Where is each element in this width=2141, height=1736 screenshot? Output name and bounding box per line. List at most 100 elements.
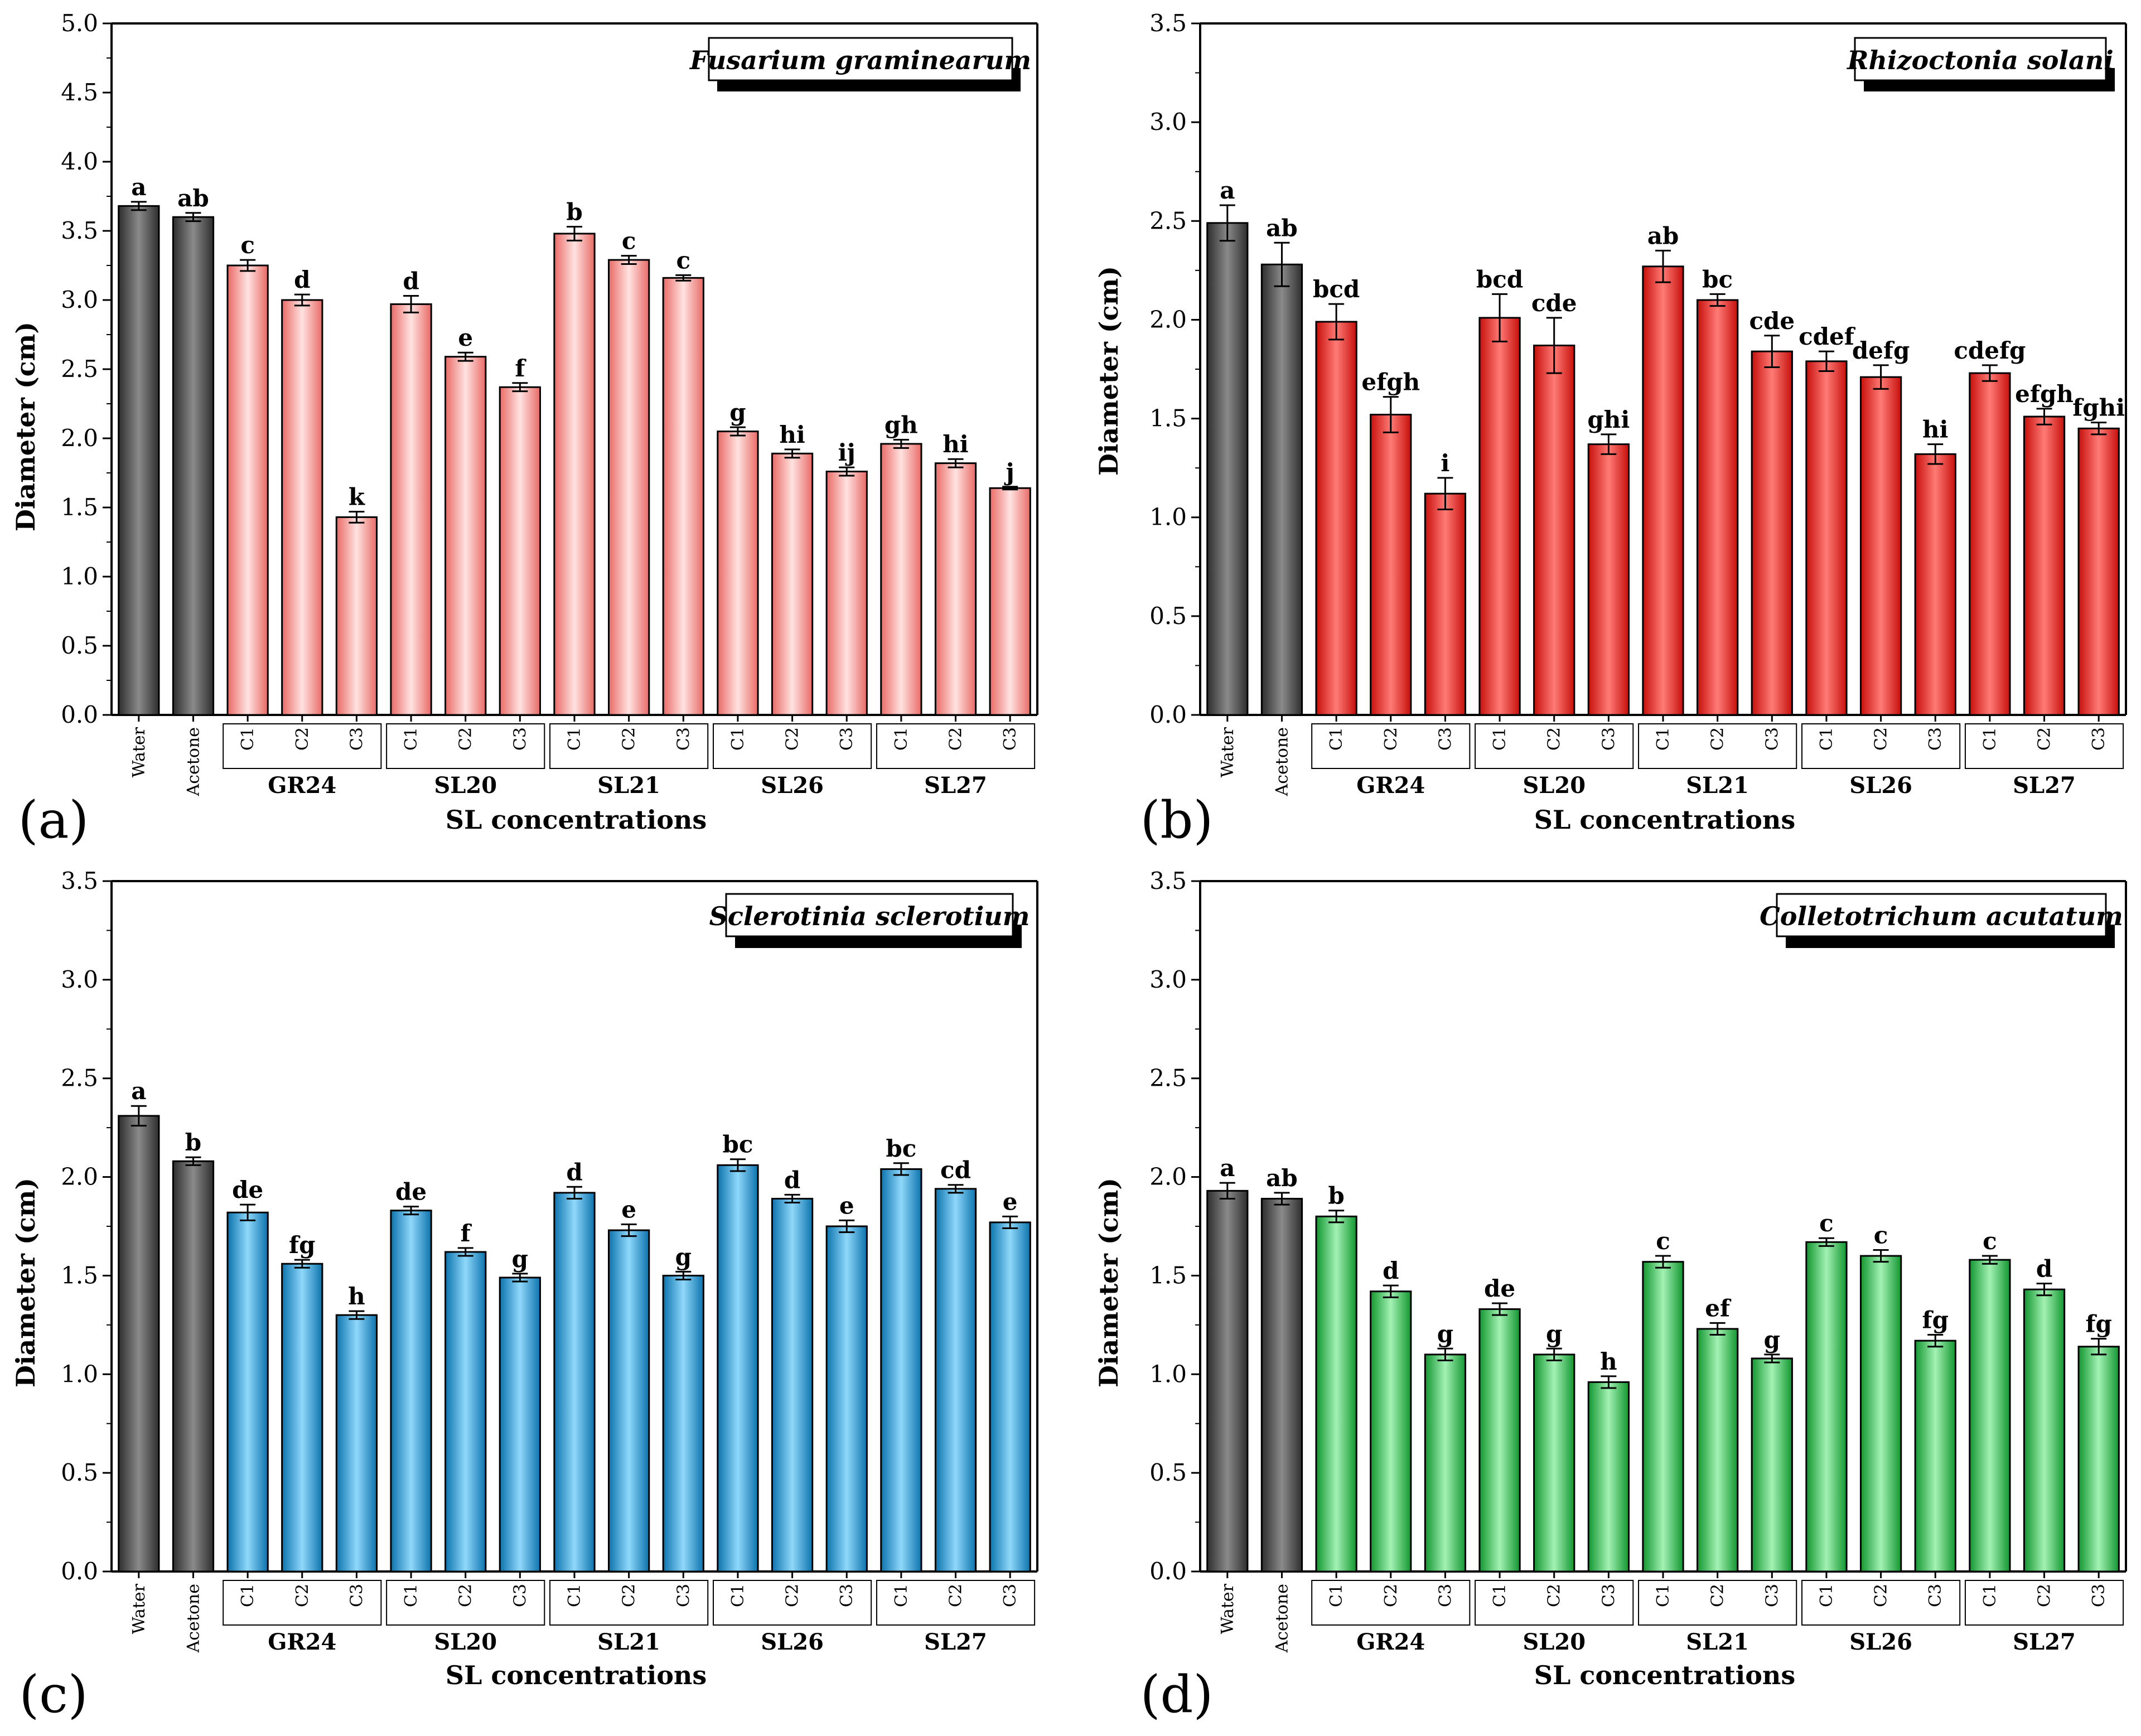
- category-label: Acetone: [183, 727, 203, 796]
- category-label: C2: [783, 1584, 803, 1607]
- group-label: GR24: [268, 1629, 336, 1655]
- significance-letter: c: [676, 246, 691, 274]
- significance-letter: cdefg: [1954, 337, 2026, 364]
- title-box: Sclerotinia sclerotium: [709, 893, 1030, 948]
- y-tick-label: 1.5: [61, 1261, 98, 1289]
- y-axis-label: Diameter (cm): [1094, 1178, 1124, 1387]
- bar: [1370, 1290, 1412, 1573]
- bar: [1805, 360, 1848, 716]
- significance-letter: bcd: [1313, 275, 1360, 303]
- bar: [1859, 1255, 1902, 1573]
- significance-letter: ab: [1647, 222, 1679, 249]
- category-label: C1: [1980, 727, 2000, 751]
- significance-letter: fghi: [2072, 394, 2125, 422]
- bar: [335, 516, 378, 716]
- group-label: SL27: [2013, 1629, 2076, 1655]
- category-label: C3: [674, 727, 693, 751]
- y-tick-label: 1.0: [61, 1360, 98, 1387]
- significance-letter: de: [395, 1178, 427, 1206]
- x-axis-label: SL concentrations: [446, 1660, 707, 1690]
- category-label: C2: [1708, 1584, 1728, 1607]
- bar: [1533, 1353, 1575, 1573]
- significance-letter: cde: [1749, 307, 1795, 335]
- significance-letter: ab: [177, 185, 209, 212]
- category-label: C2: [456, 1584, 476, 1607]
- group-box: [1475, 1580, 1634, 1626]
- group-box: [549, 1580, 709, 1626]
- significance-letter: ghi: [1587, 406, 1630, 433]
- group-label: GR24: [268, 772, 336, 799]
- category-label: C3: [2089, 727, 2109, 751]
- significance-letter: ij: [838, 439, 856, 466]
- group-box: [1964, 723, 2124, 769]
- significance-letter: d: [403, 268, 419, 295]
- y-tick-label: 0.0: [1149, 701, 1187, 728]
- category-label: Water: [1218, 727, 1238, 777]
- bar: [1969, 372, 2011, 716]
- y-tick-label: 1.0: [1149, 1360, 1187, 1387]
- bar: [444, 1251, 487, 1573]
- group-box: [713, 723, 872, 769]
- group-box: [1638, 1580, 1797, 1626]
- y-tick-label: 0.5: [61, 632, 98, 659]
- significance-letter: h: [1600, 1348, 1617, 1375]
- bar: [281, 1263, 323, 1573]
- significance-letter: hi: [1922, 416, 1949, 443]
- category-label: C2: [1545, 1584, 1564, 1607]
- bar: [1206, 222, 1249, 716]
- group-box: [1801, 1580, 1961, 1626]
- category-label: C2: [946, 727, 966, 751]
- significance-letter: cdef: [1799, 323, 1856, 350]
- significance-letter: e: [621, 1196, 636, 1223]
- group-label: SL27: [924, 1629, 987, 1655]
- bar: [1697, 1328, 1739, 1573]
- x-axis-label: SL concentrations: [1534, 805, 1795, 835]
- bar: [172, 216, 215, 716]
- panel-label: (a): [18, 790, 89, 850]
- group-label: SL21: [597, 1629, 660, 1655]
- category-label: C3: [674, 1584, 693, 1607]
- bar: [1969, 1259, 2011, 1573]
- bar: [662, 277, 704, 716]
- significance-letter: c: [240, 231, 255, 259]
- y-tick-label: 0.5: [61, 1459, 98, 1486]
- bar: [553, 233, 596, 716]
- y-tick-label: 2.0: [61, 424, 98, 452]
- title-box: Fusarium graminearum: [689, 37, 1031, 91]
- group-label: GR24: [1356, 772, 1425, 799]
- y-tick-label: 4.5: [61, 79, 98, 106]
- group-box: [223, 723, 382, 769]
- category-label: Water: [1218, 1583, 1238, 1634]
- category-label: C1: [238, 1584, 258, 1607]
- bar: [934, 1188, 977, 1573]
- significance-letter: ab: [1266, 214, 1298, 241]
- category-label: C3: [1436, 1584, 1455, 1607]
- y-tick-label: 0.5: [1149, 1459, 1187, 1486]
- category-label: C2: [293, 1584, 312, 1607]
- group-label: SL26: [1849, 772, 1912, 799]
- significance-letter: d: [784, 1166, 800, 1193]
- significance-letter: j: [1004, 458, 1014, 486]
- y-tick-label: 3.0: [1149, 966, 1187, 993]
- bar: [1697, 299, 1739, 716]
- category-label: Water: [129, 727, 149, 777]
- bar: [880, 1168, 922, 1573]
- y-axis-label: Diameter (cm): [11, 322, 41, 531]
- significance-letter: f: [515, 355, 526, 382]
- significance-letter: b: [566, 199, 582, 226]
- bar: [335, 1314, 378, 1573]
- significance-letter: efgh: [1361, 369, 1420, 396]
- y-tick-label: 1.5: [61, 494, 98, 521]
- significance-letter: c: [622, 228, 636, 255]
- significance-letter: b: [1328, 1182, 1344, 1210]
- category-label: C3: [510, 727, 530, 751]
- category-label: C2: [1545, 727, 1564, 751]
- significance-letter: h: [348, 1283, 365, 1310]
- bar: [717, 1164, 759, 1573]
- group-box: [1801, 723, 1961, 769]
- bar: [825, 1225, 868, 1573]
- bar: [499, 1276, 541, 1573]
- category-label: C1: [1654, 1584, 1673, 1607]
- y-tick-label: 0.0: [61, 701, 98, 728]
